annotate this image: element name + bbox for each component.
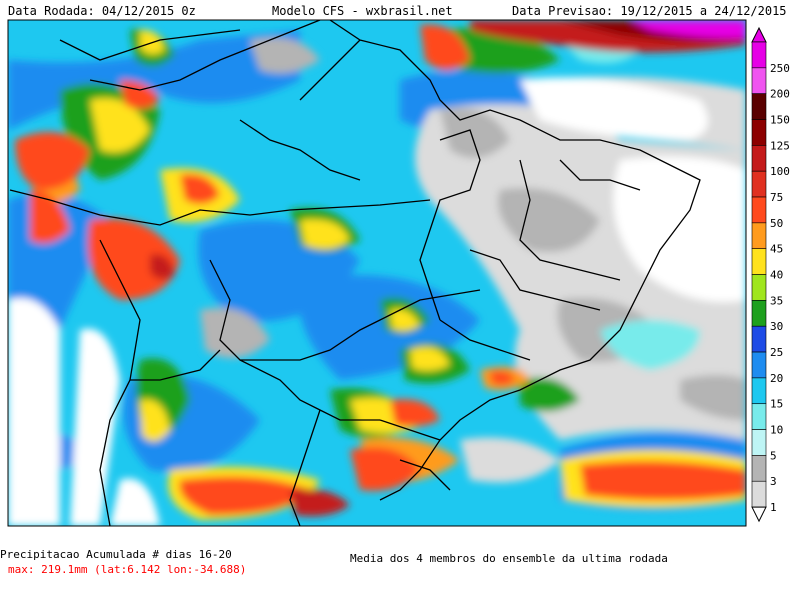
footer-note: Media dos 4 membros do ensemble da ultim… bbox=[350, 552, 668, 565]
colorbar-swatch-35 bbox=[751, 274, 767, 301]
colorbar-swatch-75 bbox=[751, 170, 767, 198]
colorbar-top-arrow bbox=[751, 26, 767, 43]
run-date: Data Rodada: 04/12/2015 0z bbox=[8, 4, 196, 18]
colorbar-label-250: 250 bbox=[770, 62, 790, 75]
colorbar-label-25: 25 bbox=[770, 346, 783, 359]
colorbar-label-75: 75 bbox=[770, 191, 783, 204]
colorbar-swatch-150 bbox=[751, 93, 767, 120]
max-info: max: 219.1mm (lat:6.142 lon:-34.688) bbox=[8, 563, 247, 576]
colorbar-swatch-30 bbox=[751, 300, 767, 327]
colorbar-swatch-15 bbox=[751, 377, 767, 405]
colorbar-label-10: 10 bbox=[770, 424, 783, 437]
colorbar-label-40: 40 bbox=[770, 269, 783, 282]
colorbar-swatch-40 bbox=[751, 248, 767, 275]
colorbar-label-45: 45 bbox=[770, 243, 783, 256]
colorbar-swatch-10 bbox=[751, 403, 767, 430]
model-title: Modelo CFS - wxbrasil.net bbox=[272, 4, 453, 18]
colorbar-swatch-200 bbox=[751, 67, 767, 94]
forecast-date: Data Previsao: 19/12/2015 a 24/12/2015 bbox=[512, 4, 787, 18]
map-frame bbox=[7, 19, 747, 527]
colorbar-label-3: 3 bbox=[770, 475, 777, 488]
colorbar-label-1: 1 bbox=[770, 501, 777, 514]
precipitation-field bbox=[8, 20, 746, 526]
colorbar-label-35: 35 bbox=[770, 294, 783, 307]
colorbar-label-15: 15 bbox=[770, 398, 783, 411]
colorbar-label-150: 150 bbox=[770, 114, 790, 127]
colorbar-swatch-25 bbox=[751, 325, 767, 353]
colorbar-label-30: 30 bbox=[770, 320, 783, 333]
colorbar-swatch-50 bbox=[751, 196, 767, 224]
colorbar-swatch-45 bbox=[751, 222, 767, 250]
colorbar-swatch-5 bbox=[751, 429, 767, 456]
colorbar-label-50: 50 bbox=[770, 217, 783, 230]
colorbar-label-20: 20 bbox=[770, 372, 783, 385]
colorbar-label-200: 200 bbox=[770, 88, 790, 101]
colorbar-label-125: 125 bbox=[770, 139, 790, 152]
footer-title: Precipitacao Acumulada # dias 16-20 bbox=[0, 548, 232, 561]
colorbar-swatch-125 bbox=[751, 119, 767, 146]
colorbar-swatch-3 bbox=[751, 455, 767, 482]
colorbar-bottom-arrow bbox=[751, 506, 767, 523]
colorbar-swatch-1 bbox=[751, 480, 767, 508]
country-borders bbox=[9, 20, 701, 526]
colorbar-label-5: 5 bbox=[770, 449, 777, 462]
colorbar-swatch-100 bbox=[751, 145, 767, 172]
colorbar: 250 200 150 125 100 75 50 45 40 35 30 25 20 15 10 5 3 1 bbox=[751, 26, 790, 523]
colorbar-swatch-20 bbox=[751, 351, 767, 379]
colorbar-label-100: 100 bbox=[770, 165, 790, 178]
colorbar-swatch-250 bbox=[751, 41, 767, 69]
